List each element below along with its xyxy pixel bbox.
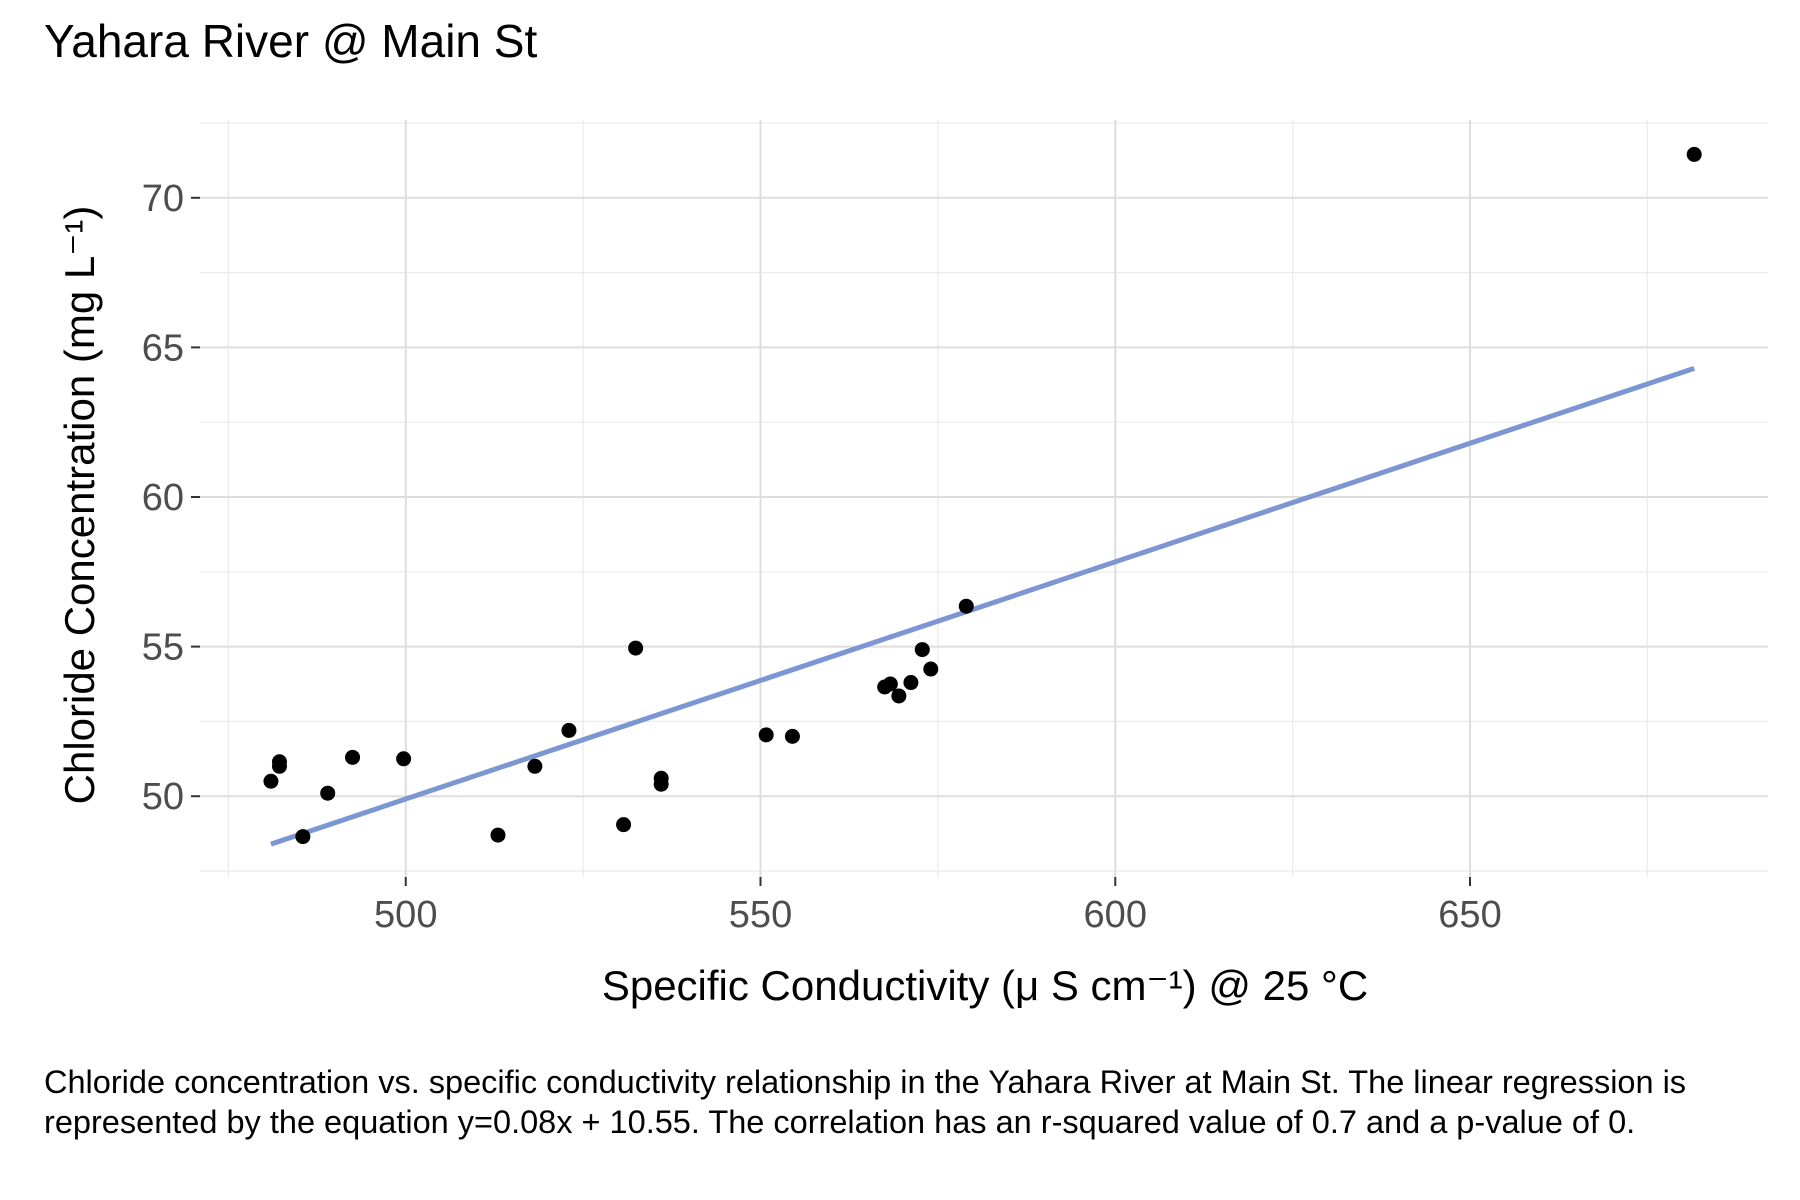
data-point [271,754,287,770]
figure-caption: Chloride concentration vs. specific cond… [44,1064,1687,1140]
y-tick-label: 65 [142,327,184,369]
regression-line [270,365,1696,847]
data-point [903,675,919,691]
data-point [891,688,907,704]
regression-line-group [270,365,1696,847]
data-point [345,749,361,765]
data-point [923,661,939,677]
data-point [653,776,669,792]
data-point [628,640,644,656]
data-point [882,676,898,692]
data-point [396,751,412,767]
data-point [914,642,930,658]
data-point [490,827,506,843]
data-point [320,785,336,801]
y-tick-label: 60 [142,477,184,519]
data-point [295,829,311,845]
y-tick-label: 55 [142,627,184,669]
data-point [561,722,577,738]
x-tick-label: 650 [1438,894,1501,936]
x-tick-label: 600 [1084,894,1147,936]
data-point [1686,146,1702,162]
data-point [758,727,774,743]
data-point [527,758,543,774]
scatter-chart: 500 550 600 650 50 55 60 65 70 Specific Conducti… [56,120,1768,1009]
grid [200,120,1768,877]
chart-title: Yahara River @ Main St [44,15,538,67]
data-point [263,773,279,789]
x-tick-label: 550 [729,894,792,936]
x-axis-title: Specific Conductivity (μ S cm⁻¹) @ 25 °C [602,962,1368,1009]
data-point [616,817,632,833]
axes: 500 550 600 650 50 55 60 65 70 [142,178,1502,936]
y-axis-title: Chloride Concentration (mg L⁻¹) [56,206,103,805]
y-tick-label: 70 [142,178,184,220]
data-points [263,146,1702,845]
data-point [958,598,974,614]
data-point [784,728,800,744]
x-tick-label: 500 [374,894,437,936]
y-tick-label: 50 [142,776,184,818]
